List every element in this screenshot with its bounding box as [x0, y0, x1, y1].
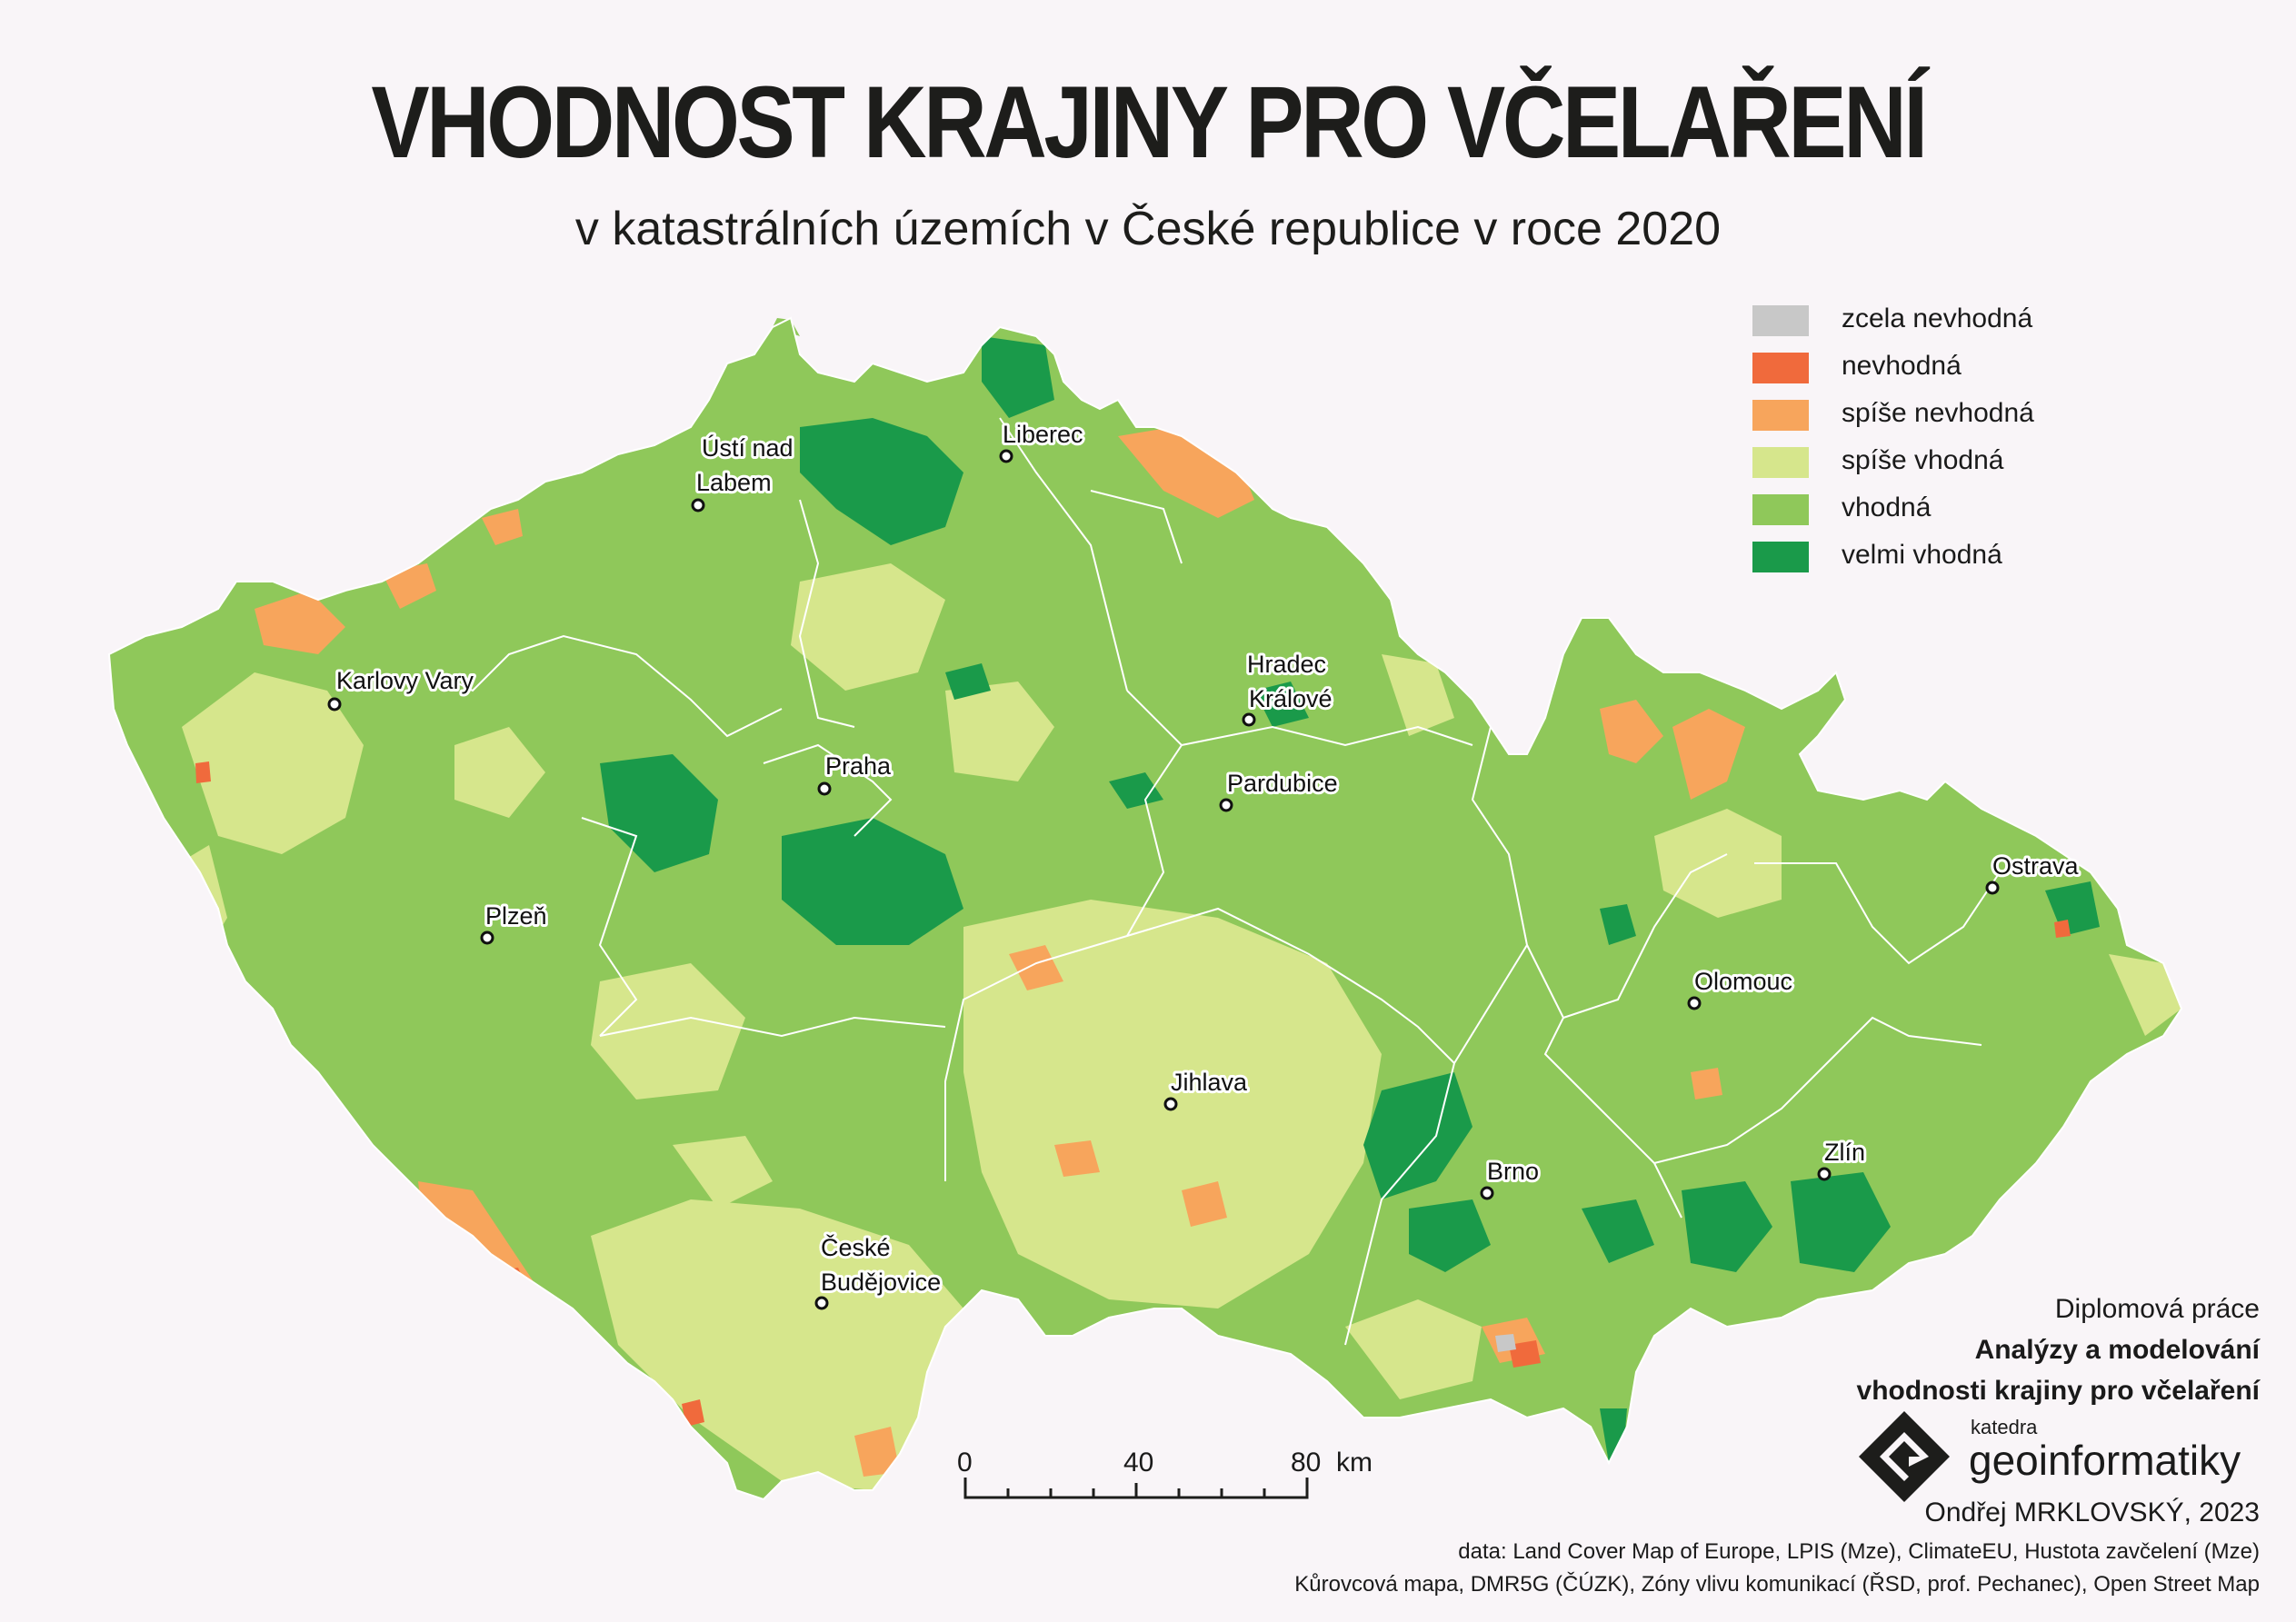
legend-swatch — [1752, 353, 1809, 383]
department-small-label: katedra — [1971, 1416, 2038, 1438]
author: Ondřej MRKLOVSKÝ, 2023 — [1924, 1498, 2260, 1527]
city-usti-nad-labem: Ústí nad Labem — [691, 431, 796, 512]
city-dot — [1985, 881, 2000, 895]
city-ceske-budejovice: České Budějovice — [814, 1230, 943, 1310]
data-sources: data: Land Cover Map of Europe, LPIS (Mz… — [1294, 1536, 2260, 1601]
scale-unit: km — [1336, 1448, 1373, 1478]
city-markers: Karlovy Vary Ústí nad Labem Liberec Prah… — [327, 418, 2082, 1310]
city-dot — [1480, 1186, 1494, 1200]
scale-label-80: 80 — [1291, 1448, 1322, 1478]
city-plzen: Plzeň — [480, 900, 550, 945]
scale-label-40: 40 — [1123, 1448, 1154, 1478]
legend-swatch — [1752, 447, 1809, 478]
city-dot — [1687, 996, 1702, 1010]
city-label-hradec-2: Králové — [1249, 685, 1333, 712]
city-label-pardubice: Pardubice — [1227, 770, 1338, 797]
city-dot — [817, 781, 832, 796]
city-label-zlin: Zlín — [1824, 1139, 1865, 1166]
city-dot — [691, 498, 705, 512]
geoinformatics-logo-icon — [1859, 1411, 1950, 1502]
city-karlovy-vary: Karlovy Vary — [327, 664, 477, 711]
legend-label: velmi vhodná — [1842, 540, 2002, 570]
sources-line-2: Kůrovcová mapa, DMR5G (ČÚZK), Zóny vlivu… — [1294, 1572, 2260, 1597]
city-dot — [1242, 712, 1256, 727]
city-dot — [327, 697, 342, 711]
scale-label-0: 0 — [957, 1448, 973, 1478]
legend-swatch — [1752, 305, 1809, 336]
city-label-liberec: Liberec — [1003, 421, 1083, 448]
city-label-usti-2: Labem — [696, 469, 772, 496]
city-dot — [1219, 798, 1233, 812]
city-olomouc: Olomouc — [1687, 965, 1795, 1010]
city-dot — [1163, 1097, 1178, 1111]
city-dot — [480, 930, 494, 945]
legend-label: spíše nevhodná — [1842, 398, 2034, 428]
city-dot — [814, 1296, 829, 1310]
city-label-karlovy-vary: Karlovy Vary — [336, 667, 474, 694]
legend-swatch — [1752, 494, 1809, 525]
city-label-hradec-1: Hradec — [1247, 651, 1326, 678]
credits-line-3: vhodnosti krajiny pro včelaření — [1856, 1376, 2260, 1406]
city-label-brno: Brno — [1487, 1158, 1539, 1185]
city-pardubice: Pardubice — [1219, 767, 1341, 812]
city-label-plzen: Plzeň — [485, 902, 547, 930]
department-name: geoinformatiky — [1969, 1437, 2241, 1484]
city-label-usti-1: Ústí nad — [702, 433, 794, 462]
city-jihlava: Jihlava — [1163, 1066, 1251, 1111]
credits-line-1: Diplomová práce — [2054, 1294, 2260, 1324]
sources-line-1: data: Land Cover Map of Europe, LPIS (Mz… — [1458, 1539, 2260, 1564]
city-zlin: Zlín — [1817, 1136, 1868, 1181]
city-brno: Brno — [1480, 1155, 1542, 1200]
credits-line-2: Analýzy a modelování — [1974, 1335, 2260, 1365]
city-liberec: Liberec — [999, 418, 1086, 463]
city-label-jihlava: Jihlava — [1171, 1069, 1248, 1096]
region-borders — [435, 417, 2001, 1346]
city-dot — [1817, 1167, 1832, 1181]
city-dot — [999, 449, 1013, 463]
city-hradec-kralove: Hradec Králové — [1242, 648, 1335, 727]
legend-swatch — [1752, 400, 1809, 431]
city-ostrava: Ostrava — [1985, 850, 2082, 895]
legend-label: nevhodná — [1842, 351, 1962, 381]
thesis-credits: Diplomová práce Analýzy a modelování vho… — [1857, 1289, 2260, 1411]
city-label-olomouc: Olomouc — [1694, 968, 1792, 995]
city-label-cb-2: Budějovice — [821, 1269, 941, 1296]
scale-bar — [963, 1478, 1309, 1499]
legend-swatch — [1752, 542, 1809, 572]
zone-zcela-nevhodna — [1495, 1334, 1516, 1352]
city-label-cb-1: České — [821, 1233, 891, 1261]
city-label-praha: Praha — [825, 752, 892, 780]
legend-label: spíše vhodná — [1842, 445, 2004, 475]
city-label-ostrava: Ostrava — [1992, 852, 2080, 880]
map-title: VHODNOST KRAJINY PRO VČELAŘENÍ — [371, 65, 1928, 179]
map-subtitle: v katastrálních územích v České republic… — [574, 203, 1722, 255]
zone-velmi-vhodna — [600, 336, 2100, 1463]
legend-label: zcela nevhodná — [1842, 304, 2033, 333]
legend-label: vhodná — [1842, 493, 1932, 522]
city-praha: Praha — [817, 750, 894, 796]
